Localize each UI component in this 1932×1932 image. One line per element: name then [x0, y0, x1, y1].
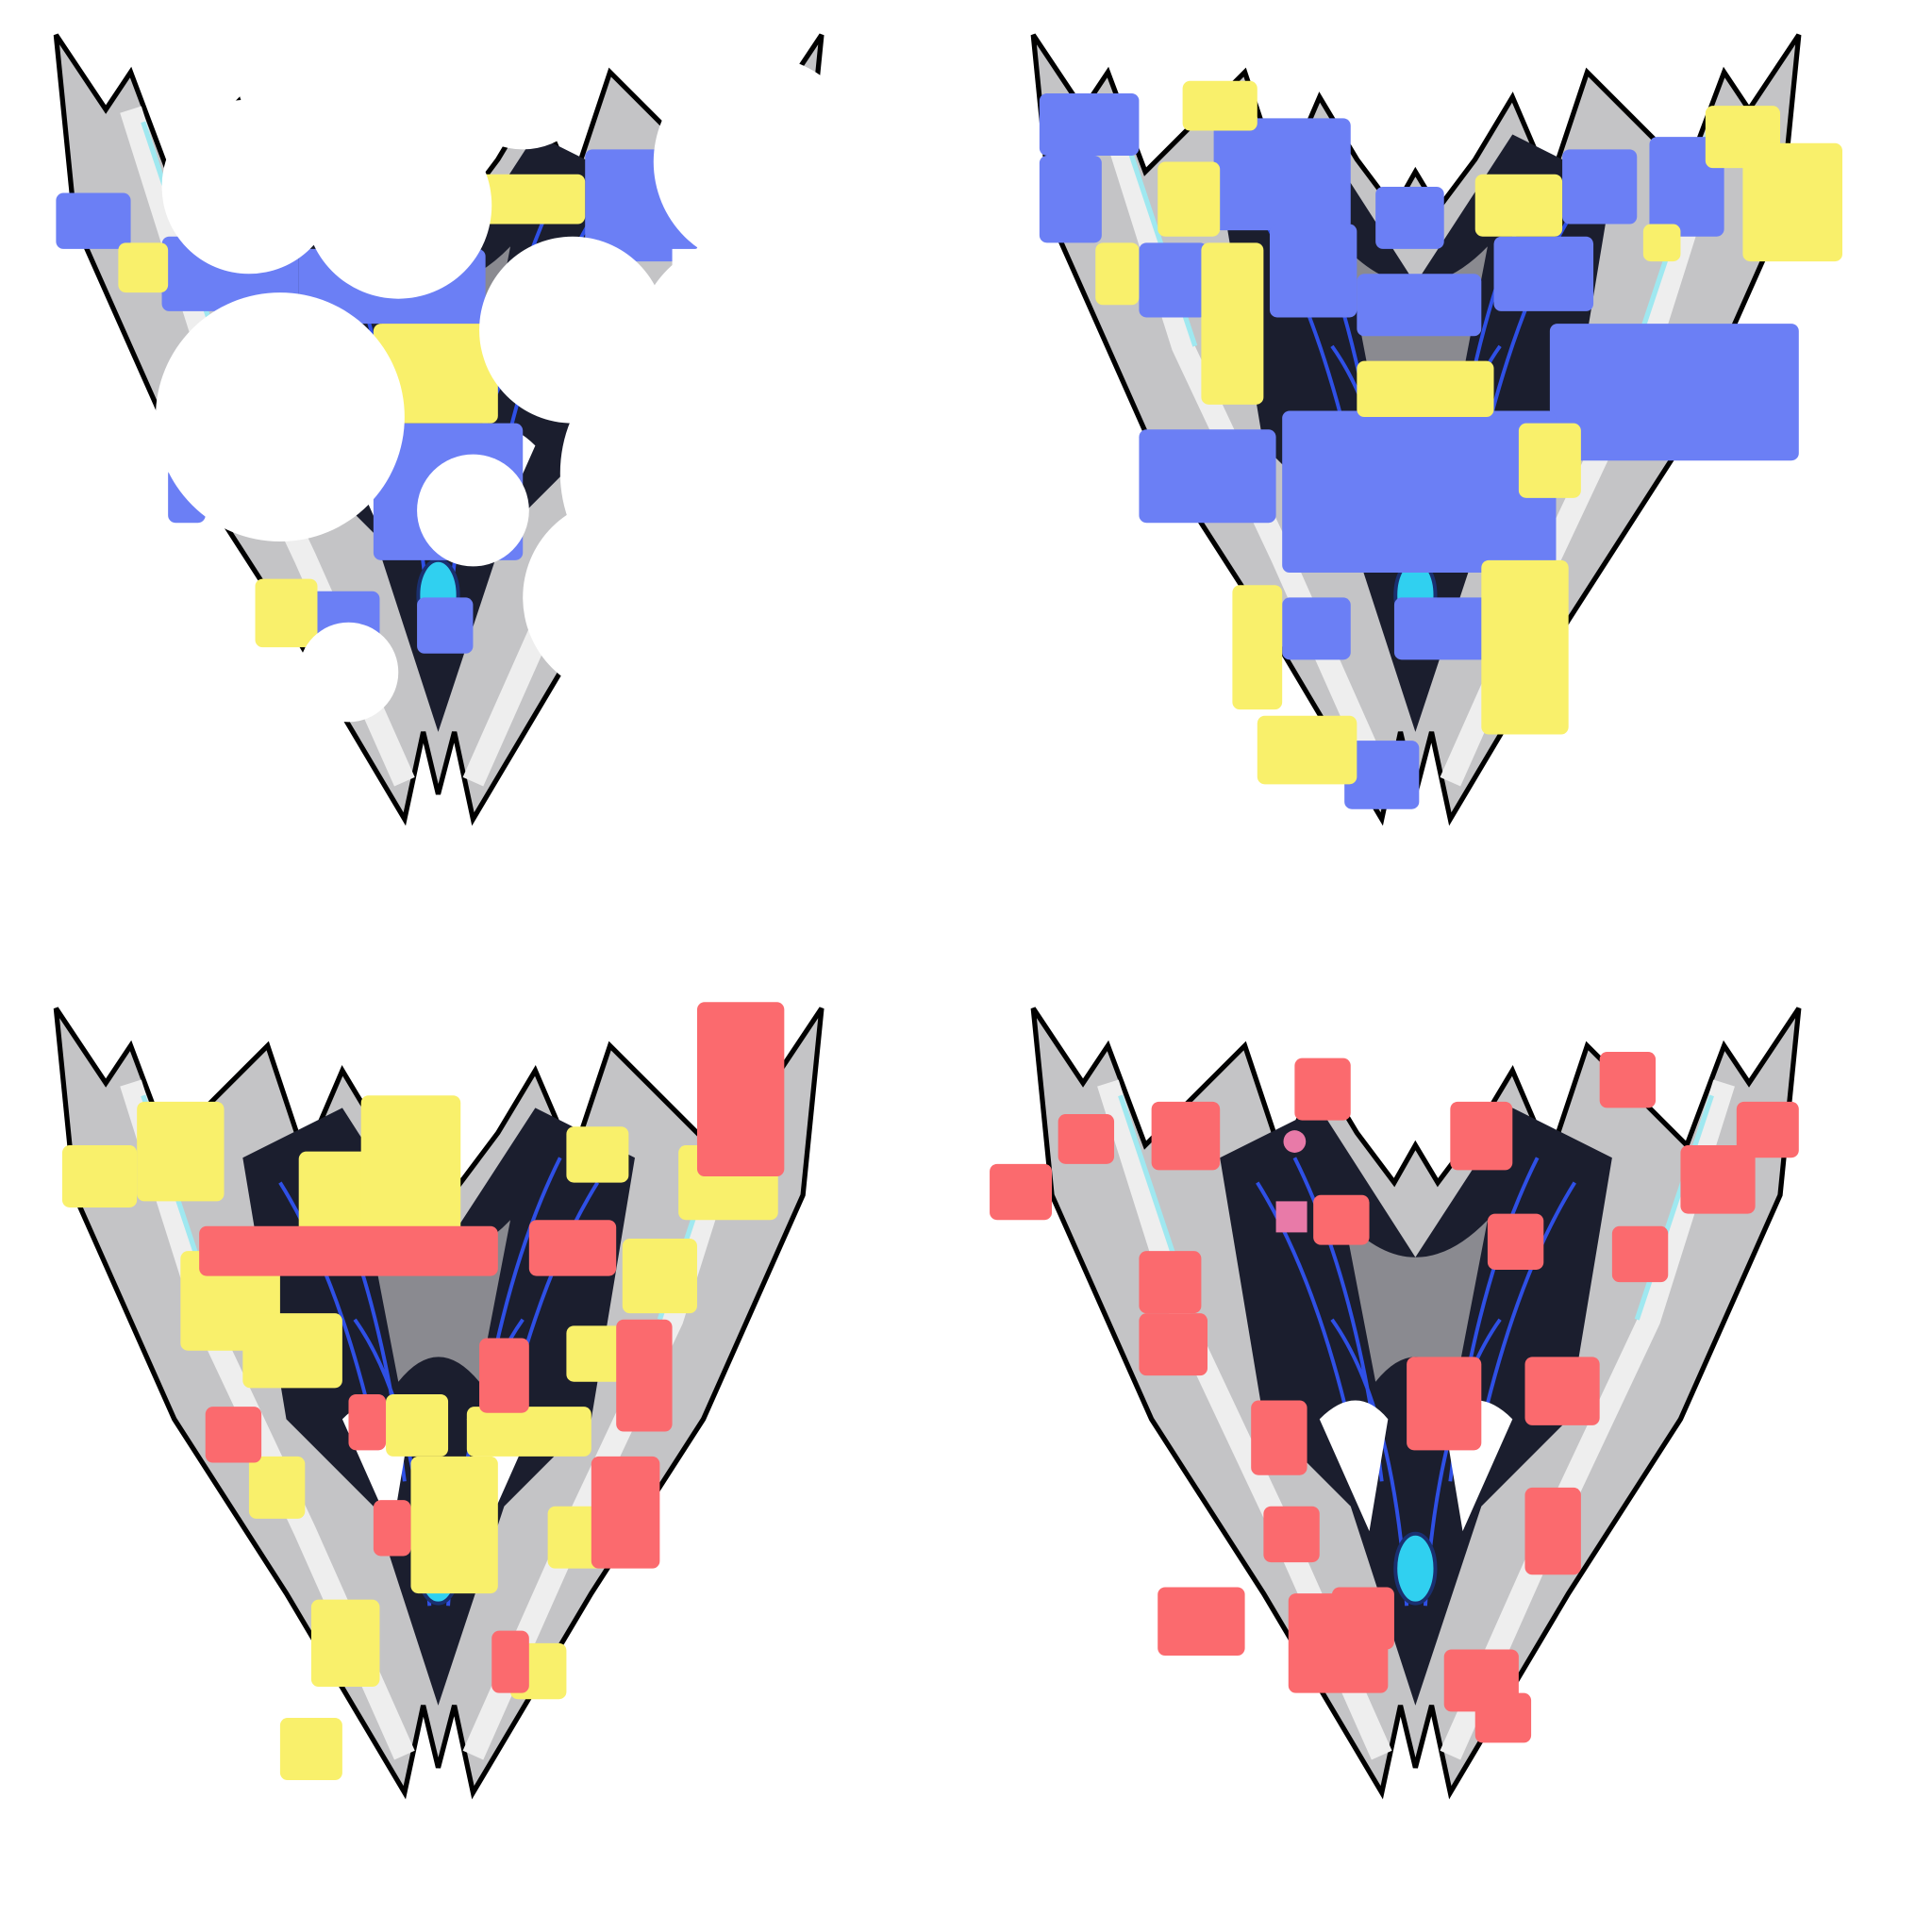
yellow-patch [1474, 174, 1563, 237]
yellow-patch [566, 1325, 629, 1382]
yellow-patch [1095, 242, 1140, 306]
yellow-patch [1182, 80, 1257, 131]
red-patch [1407, 1357, 1482, 1451]
red-patch [1139, 1251, 1202, 1314]
red-patch [1251, 1400, 1307, 1475]
red-patch [1313, 1194, 1370, 1245]
blue-patch [1375, 186, 1444, 249]
red-patch [348, 1393, 387, 1451]
yellow-patch [386, 1393, 449, 1457]
red-patch [1680, 1145, 1756, 1214]
yellow-patch [373, 324, 498, 424]
yellow-patch [1357, 360, 1494, 418]
white-blob [672, 248, 872, 723]
red-patch [616, 1319, 673, 1432]
white-blob [448, 0, 598, 150]
red-patch [1294, 1058, 1351, 1121]
red-patch [199, 1225, 498, 1276]
red-patch [990, 1163, 1053, 1221]
yellow-patch [255, 578, 318, 648]
white-blob [298, 622, 399, 723]
red-patch [528, 1220, 617, 1276]
pink-patch [1275, 1201, 1307, 1233]
red-patch [1524, 1357, 1600, 1425]
blue-patch [1282, 597, 1351, 660]
blue-patch [1139, 429, 1276, 524]
yellow-patch [310, 1599, 380, 1688]
red-patch [1487, 1213, 1544, 1270]
red-patch [1263, 1506, 1320, 1563]
yellow-patch [1232, 585, 1283, 710]
blue-patch [1344, 741, 1420, 809]
red-patch [1611, 1225, 1669, 1283]
white-blob [417, 454, 529, 567]
blue-patch [1039, 155, 1102, 243]
blue-patch [1562, 149, 1638, 225]
yellow-patch [1481, 559, 1569, 735]
red-patch [1599, 1052, 1657, 1108]
yellow-patch [1201, 242, 1264, 405]
blue-patch [1039, 92, 1140, 156]
red-patch [591, 1456, 660, 1569]
yellow-patch [118, 242, 169, 293]
red-patch [373, 1500, 411, 1557]
white-blob [305, 111, 492, 299]
yellow-patch [410, 1456, 498, 1594]
red-patch [479, 1338, 529, 1413]
blue-patch [56, 192, 131, 249]
blue-patch [1649, 137, 1724, 237]
red-patch [1736, 1101, 1799, 1158]
blue-patch [1269, 224, 1357, 318]
red-patch [491, 1630, 529, 1693]
red-patch [1158, 1587, 1245, 1657]
red-patch [1151, 1101, 1221, 1171]
red-patch [1331, 1587, 1394, 1650]
yellow-patch [1158, 161, 1221, 237]
yellow-patch [473, 174, 586, 225]
yellow-patch [466, 1407, 591, 1457]
yellow-patch [279, 1718, 342, 1781]
yellow-patch [566, 1126, 629, 1183]
yellow-patch [248, 1456, 306, 1519]
blue-patch [1213, 118, 1351, 231]
yellow-patch [1642, 224, 1681, 262]
yellow-patch [137, 1101, 225, 1202]
red-patch [1474, 1692, 1532, 1743]
blue-patch [1493, 236, 1594, 311]
yellow-patch [1257, 715, 1357, 785]
yellow-patch [1742, 142, 1842, 262]
red-patch [1524, 1487, 1581, 1575]
pink-patch [1283, 1130, 1307, 1153]
blue-patch [417, 597, 474, 654]
red-patch [1058, 1114, 1115, 1164]
white-blob [653, 56, 866, 268]
yellow-patch [360, 1095, 461, 1245]
yellow-patch [242, 1313, 342, 1389]
white-blob [155, 292, 405, 542]
blue-patch [1139, 242, 1208, 318]
red-patch [1450, 1101, 1513, 1171]
blue-patch [1282, 410, 1557, 574]
red-patch [696, 1002, 785, 1177]
blue-patch [1549, 324, 1799, 461]
blue-patch [1357, 274, 1482, 337]
white-blob [236, 0, 387, 150]
yellow-patch [622, 1238, 697, 1314]
yellow-patch [61, 1145, 138, 1208]
yellow-patch [1518, 423, 1581, 498]
red-patch [1139, 1313, 1208, 1376]
overlay-patches [56, 0, 1842, 1781]
red-patch [205, 1407, 262, 1463]
